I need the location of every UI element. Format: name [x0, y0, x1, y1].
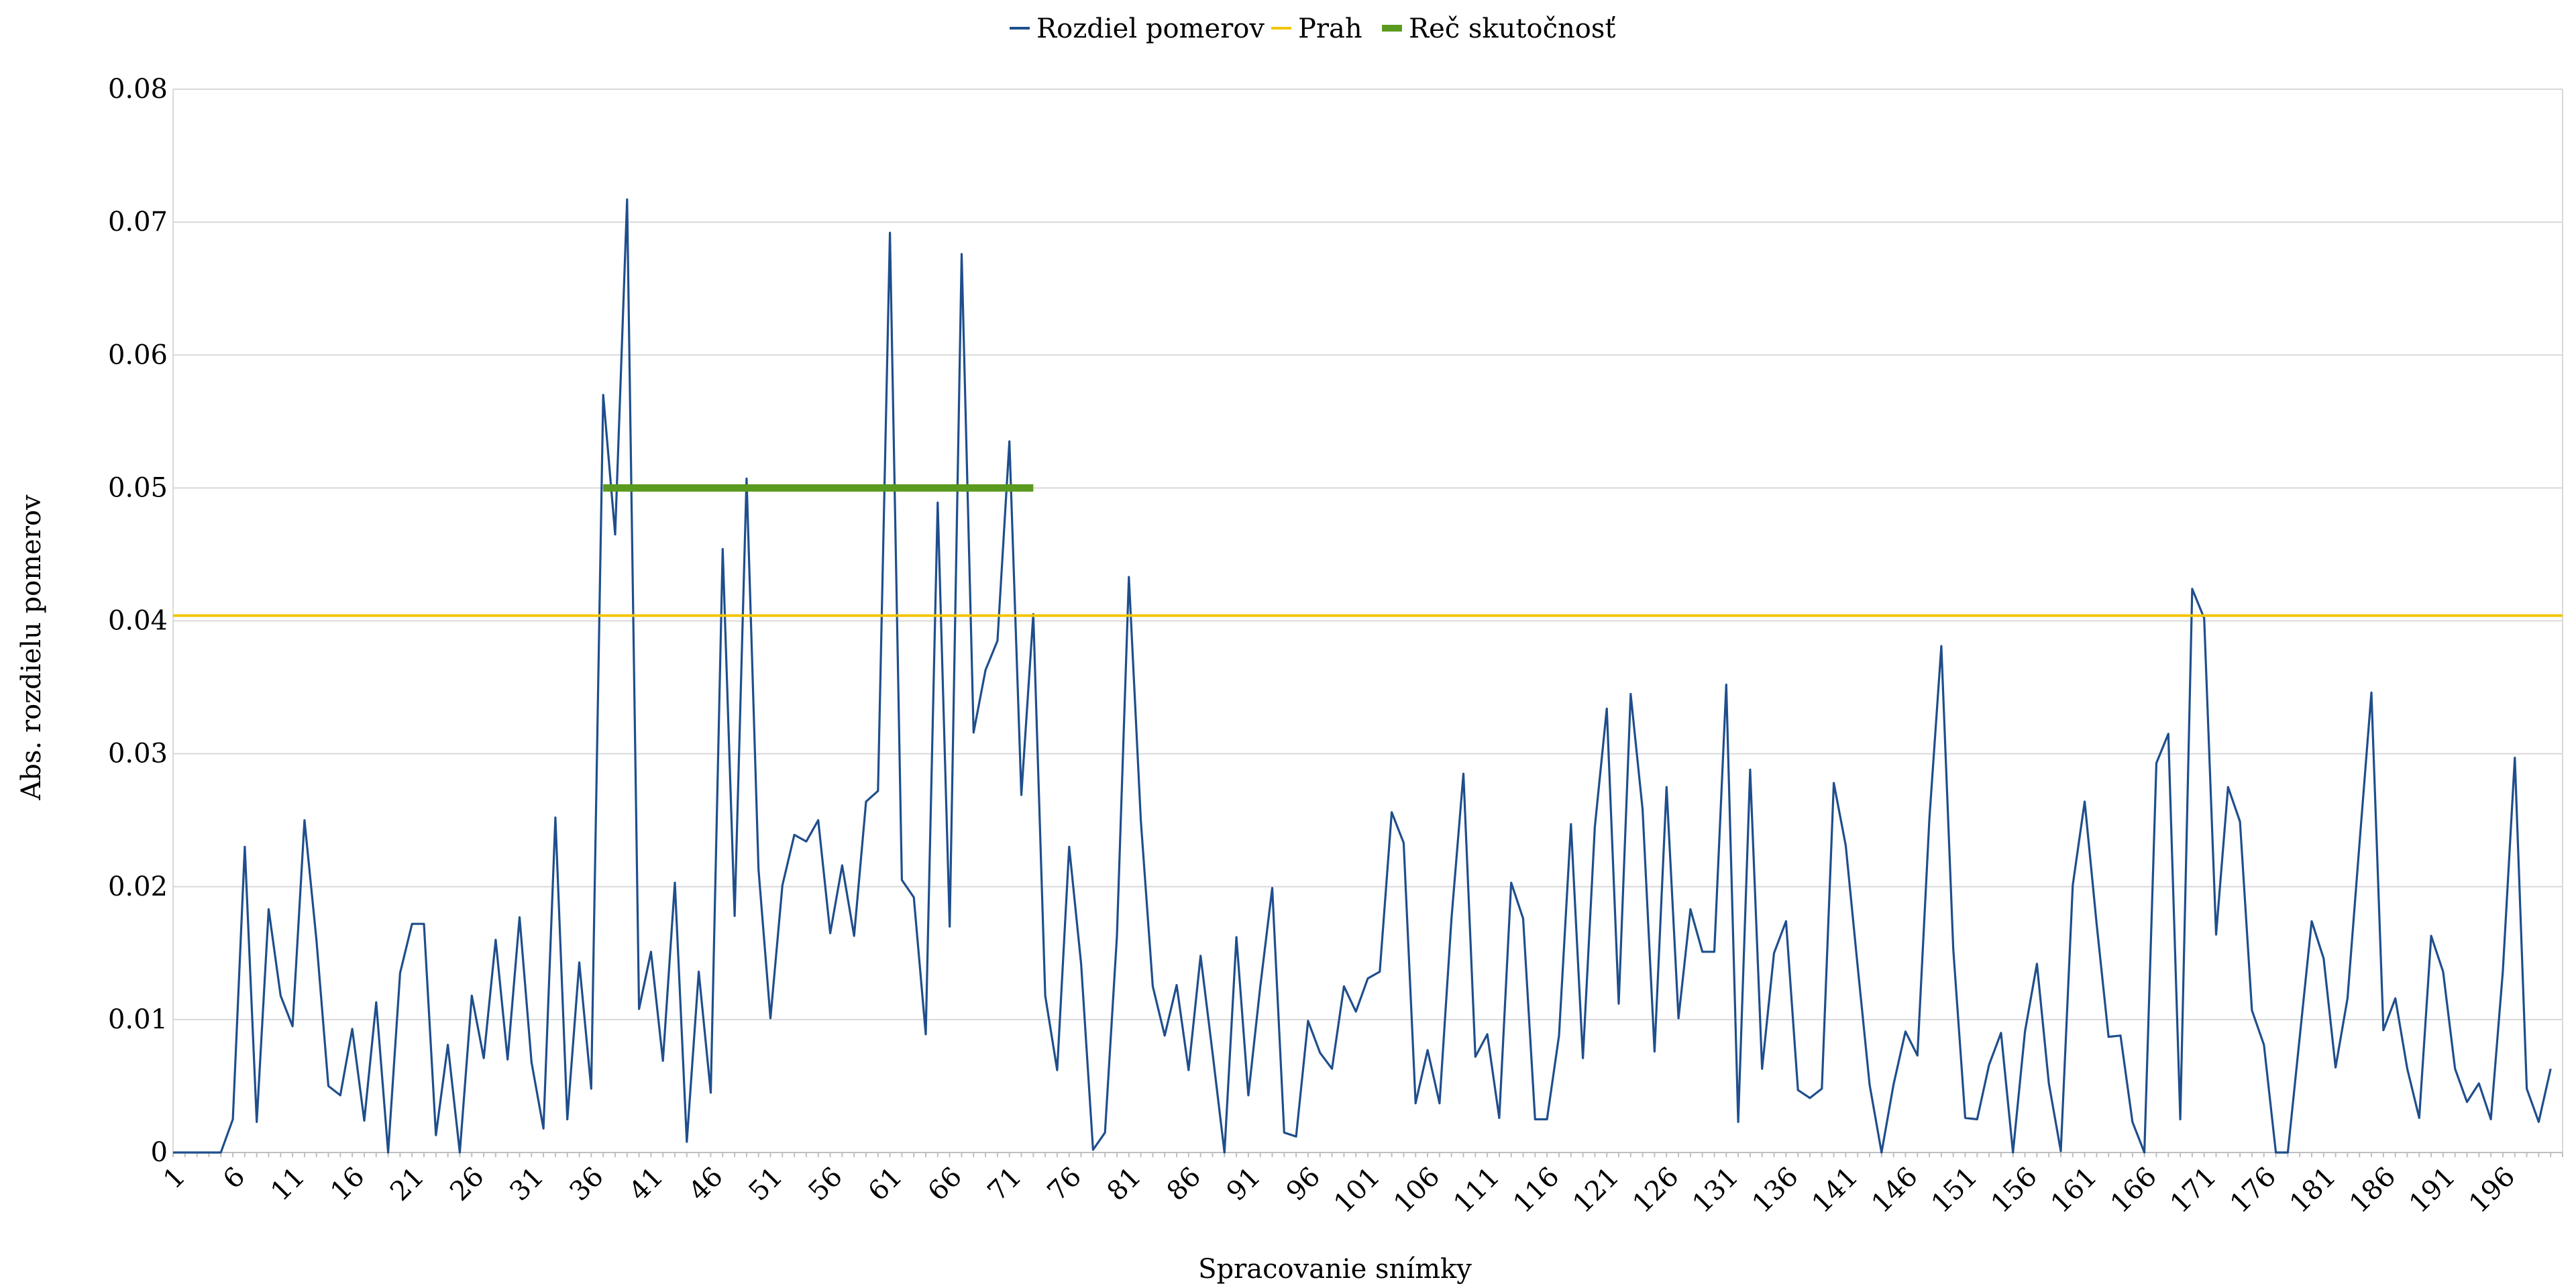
x-tick-label: 76 [1042, 1161, 1088, 1208]
y-tick-label: 0.07 [108, 207, 168, 237]
y-tick-label: 0.02 [108, 871, 168, 902]
y-tick-label: 0.03 [108, 739, 168, 769]
x-tick-label: 131 [1686, 1161, 1745, 1220]
x-tick-label: 121 [1567, 1161, 1625, 1220]
x-tick-label: 141 [1806, 1161, 1864, 1220]
x-tick-label: 191 [2404, 1161, 2462, 1220]
x-tick-label: 41 [623, 1161, 669, 1208]
x-tick-label: 66 [922, 1161, 969, 1208]
x-tick-label: 71 [982, 1161, 1028, 1208]
legend-label-rec: Reč skutočnosť [1409, 13, 1615, 44]
x-tick-label: 91 [1221, 1161, 1267, 1208]
x-tick-label: 181 [2284, 1161, 2343, 1220]
x-tick-label: 156 [1985, 1161, 2043, 1220]
y-tick-label: 0.05 [108, 472, 168, 503]
x-tick-label: 96 [1281, 1161, 1327, 1208]
y-tick-label: 0.01 [108, 1004, 168, 1035]
x-tick-label: 36 [564, 1161, 610, 1208]
y-tick-label: 0 [151, 1137, 168, 1168]
x-tick-label: 146 [1866, 1161, 1924, 1220]
x-tick-label: 81 [1102, 1161, 1148, 1208]
x-tick-label: 21 [384, 1161, 431, 1208]
legend-label-prah: Prah [1298, 13, 1362, 44]
x-tick-label: 61 [863, 1161, 909, 1208]
x-axis-ticks: 1 6 11 16 21 26 31 36 41 46 51 56 61 66 71 76 81 86 91 96 10… [158, 1152, 2563, 1219]
x-tick-label: 51 [743, 1161, 789, 1208]
x-tick-label: 166 [2105, 1161, 2163, 1220]
x-axis-label: Spracovanie snímky [1198, 1254, 1472, 1285]
series-group [173, 198, 2563, 1154]
x-tick-label: 171 [2165, 1161, 2223, 1220]
x-tick-label: 151 [1925, 1161, 1984, 1220]
y-tick-label: 0.04 [108, 606, 168, 637]
x-tick-label: 56 [802, 1161, 849, 1208]
legend: Rozdiel pomerov Prah Reč skutočnosť [1010, 13, 1615, 44]
y-tick-label: 0.08 [108, 74, 168, 105]
y-tick-label: 0.06 [108, 339, 168, 370]
series-line-rozdiel-pomerov [173, 198, 2552, 1154]
x-tick-label: 86 [1161, 1161, 1208, 1208]
x-tick-label: 136 [1746, 1161, 1805, 1220]
x-tick-label: 176 [2224, 1161, 2283, 1220]
x-tick-label: 16 [325, 1161, 371, 1208]
gridlines [172, 89, 2563, 1153]
x-tick-label: 161 [2045, 1161, 2104, 1220]
x-tick-label: 11 [265, 1161, 311, 1208]
x-tick-label: 186 [2344, 1161, 2402, 1220]
x-tick-label: 31 [504, 1161, 550, 1208]
x-tick-label: 106 [1388, 1161, 1446, 1220]
x-tick-label: 46 [683, 1161, 729, 1208]
y-axis-label: Abs. rozdielu pomerov [16, 494, 47, 801]
x-tick-label: 116 [1507, 1161, 1566, 1220]
y-axis-ticks: 0 0.01 0.02 0.03 0.04 0.05 0.06 0.07 0.08 [108, 74, 168, 1168]
x-tick-label: 6 [217, 1161, 252, 1195]
x-tick-label: 101 [1328, 1161, 1387, 1220]
x-tick-label: 26 [444, 1161, 490, 1208]
legend-label-rozdiel: Rozdiel pomerov [1036, 13, 1265, 44]
x-tick-label: 111 [1448, 1161, 1506, 1220]
x-tick-label: 126 [1627, 1161, 1685, 1220]
x-tick-label: 196 [2463, 1161, 2522, 1220]
